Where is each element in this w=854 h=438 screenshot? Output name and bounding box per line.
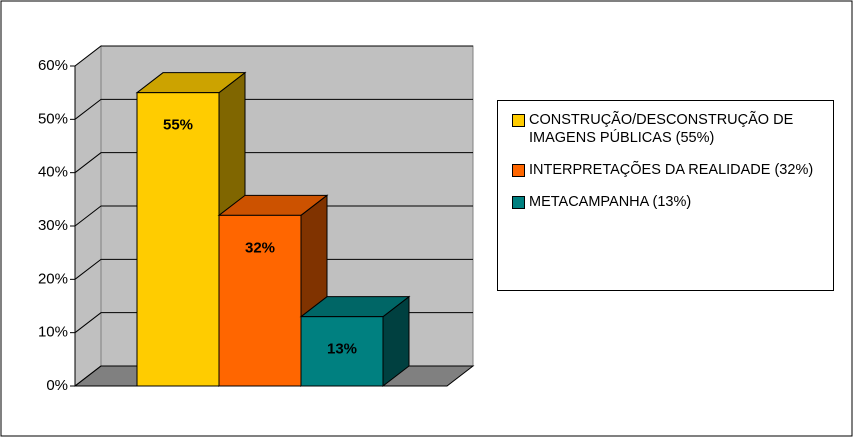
legend-entry: CONSTRUÇÃO/DESCONSTRUÇÃO DE IMAGENS PÚBL…: [512, 111, 825, 147]
y-tick-label: 20%: [38, 270, 68, 287]
data-label: 13%: [327, 341, 357, 358]
grid-line: [74, 205, 473, 227]
legend-label: CONSTRUÇÃO/DESCONSTRUÇÃO DE IMAGENS PÚBL…: [529, 112, 794, 146]
legend-swatch: [512, 164, 525, 177]
legend-entry: INTERPRETAÇÕES DA REALIDADE (32%): [512, 161, 825, 179]
bar: [136, 92, 220, 387]
legend-swatch: [512, 196, 525, 209]
bar: [300, 316, 384, 387]
legend-label: INTERPRETAÇÕES DA REALIDADE (32%): [529, 162, 814, 178]
y-tick-label: 50%: [38, 110, 68, 127]
data-label: 55%: [163, 117, 193, 134]
y-tick-label: 10%: [38, 324, 68, 341]
grid-line: [74, 258, 473, 280]
grid-line: [74, 45, 473, 67]
y-tick-label: 30%: [38, 217, 68, 234]
legend: CONSTRUÇÃO/DESCONSTRUÇÃO DE IMAGENS PÚBL…: [497, 100, 834, 291]
y-tick-label: 0%: [46, 377, 68, 394]
bar: [218, 214, 302, 387]
y-tick-label: 40%: [38, 164, 68, 181]
data-label: 32%: [245, 239, 275, 256]
legend-swatch: [512, 114, 525, 127]
grid-line: [74, 152, 473, 174]
legend-entry: METACAMPANHA (13%): [512, 193, 825, 211]
y-tick-label: 60%: [38, 57, 68, 74]
legend-label: METACAMPANHA (13%): [529, 194, 692, 210]
grid-line: [74, 98, 473, 120]
